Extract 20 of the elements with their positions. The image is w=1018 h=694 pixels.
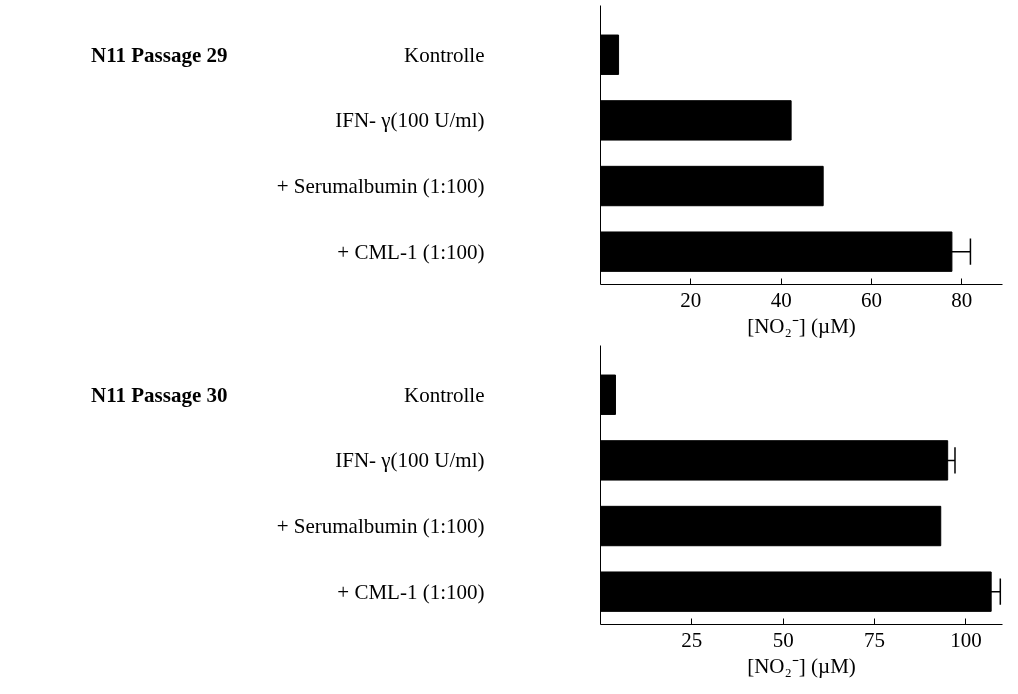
x-tick-label: 50 (772, 627, 794, 652)
x-tick-label: 40 (770, 287, 792, 312)
y-tick-label: IFN- γ(100 U/ml) (335, 448, 485, 473)
text: N11 Passage 30 (91, 382, 228, 407)
x-tick-label: 80 (951, 287, 973, 312)
x-axis-title: [NO₂⁻] (µM) (747, 653, 856, 678)
x-tick-label: 100 (950, 627, 982, 652)
y-tick-label: + CML-1 (1:100) (337, 579, 485, 604)
x-tick-label: 60 (861, 287, 883, 312)
x-tick-label: 20 (680, 287, 702, 312)
x-tick-label: 75 (864, 627, 886, 652)
y-tick-label: + Serumalbumin (1:100) (276, 514, 485, 539)
text: N11 Passage 29 (91, 42, 228, 67)
y-tick-label: Kontrolle (404, 382, 485, 407)
y-tick-label: Kontrolle (404, 42, 485, 67)
x-tick-label: 25 (681, 627, 703, 652)
x-axis-title: [NO₂⁻] (µM) (747, 313, 856, 338)
y-tick-label: + CML-1 (1:100) (337, 239, 485, 264)
y-tick-label: + Serumalbumin (1:100) (276, 174, 485, 199)
y-tick-label: IFN- γ(100 U/ml) (335, 108, 485, 133)
